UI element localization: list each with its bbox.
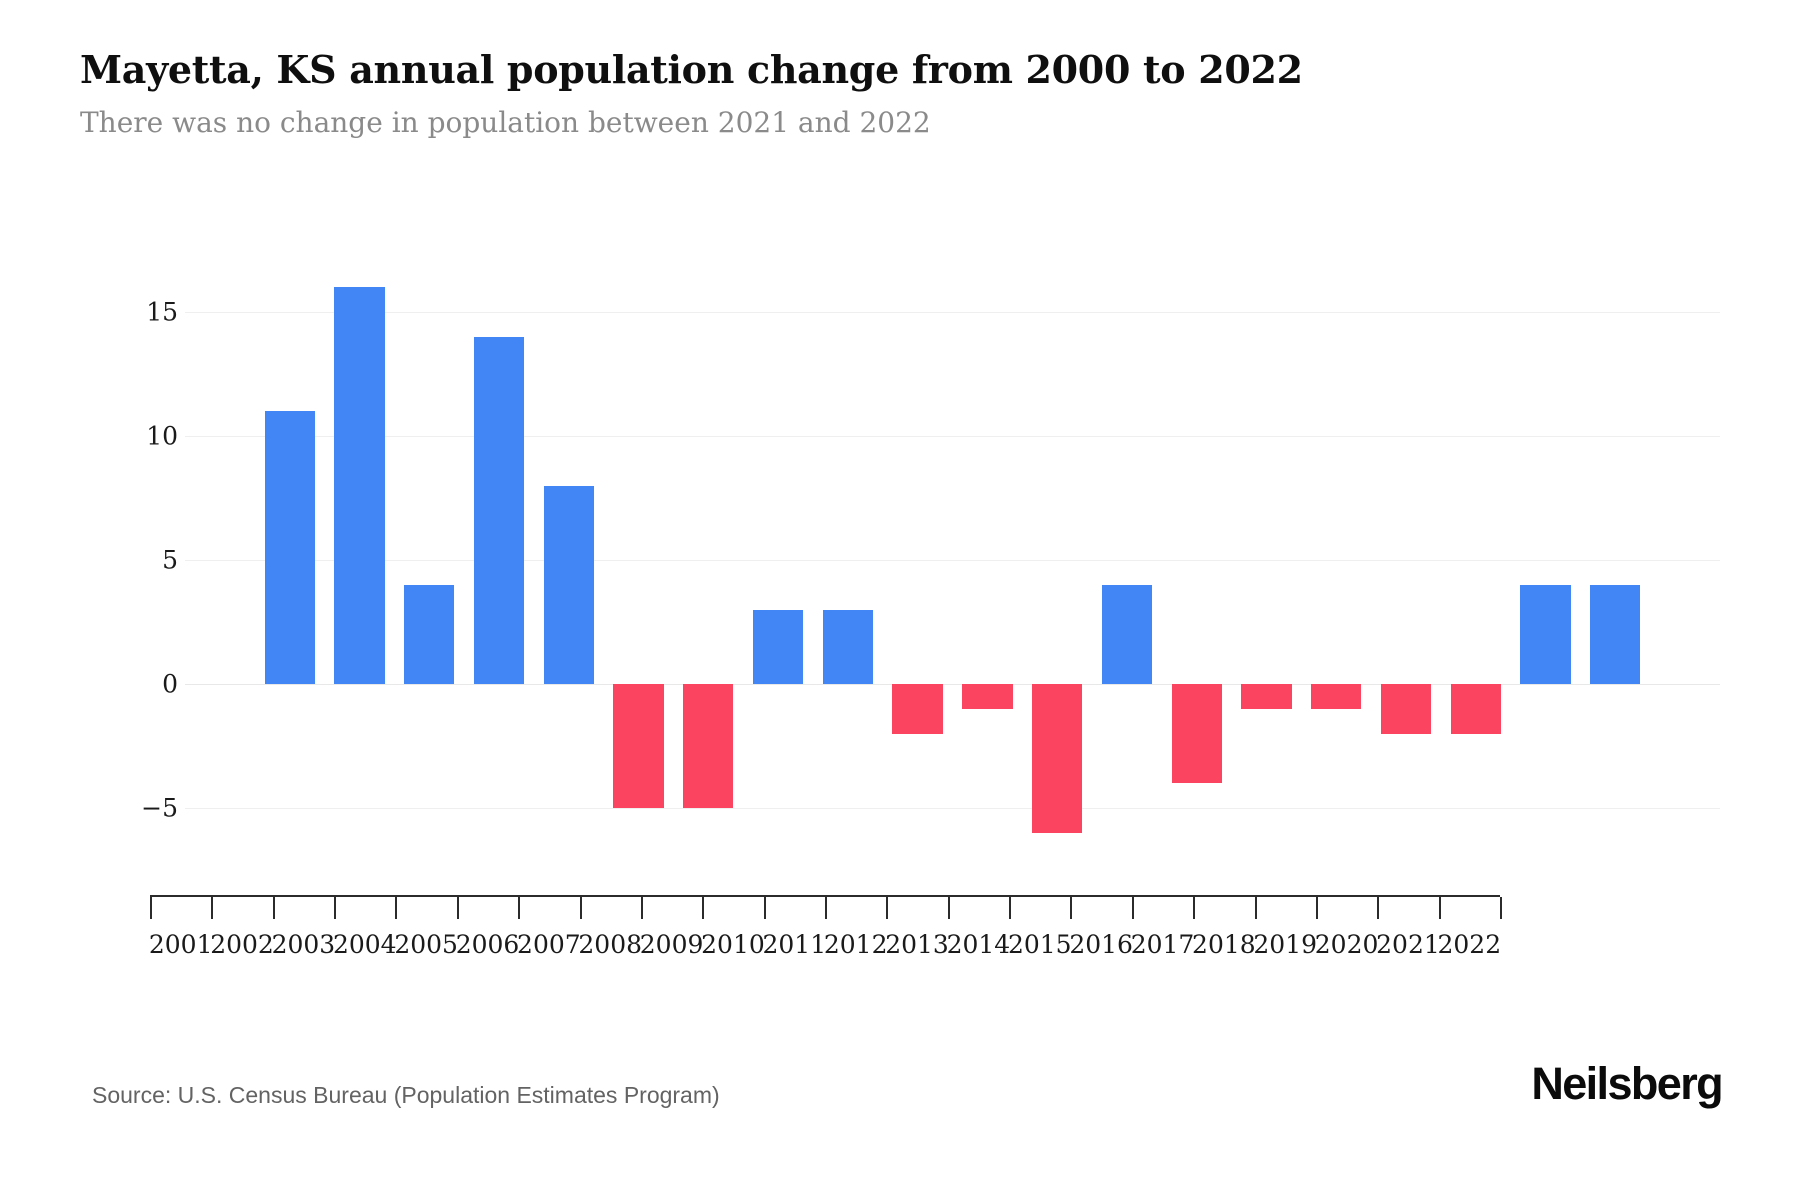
x-axis-tick <box>1009 897 1012 919</box>
x-axis-tick <box>1193 897 1196 919</box>
y-tick-label: 5 <box>162 545 178 575</box>
bar-2011[interactable] <box>892 684 943 734</box>
gridline <box>185 436 1720 437</box>
x-tick-label-2014: 2014 <box>946 930 1011 959</box>
x-axis-tick <box>825 897 827 919</box>
x-axis-tick <box>272 897 275 919</box>
gridline <box>185 312 1720 313</box>
y-tick-label: 15 <box>146 297 178 327</box>
x-tick-label-2010: 2010 <box>701 930 765 959</box>
bar-2014[interactable] <box>1101 584 1153 684</box>
bar-series <box>185 250 1720 870</box>
bar-2008[interactable] <box>683 684 734 808</box>
bar-2016[interactable] <box>1241 684 1292 709</box>
x-axis <box>150 895 1502 919</box>
x-tick-label-2005: 2005 <box>394 930 458 959</box>
y-tick-label: 0 <box>162 669 178 699</box>
x-axis-tick <box>579 897 582 919</box>
x-tick-label-2015: 2015 <box>1007 930 1072 959</box>
x-tick-label-2017: 2017 <box>1130 930 1195 959</box>
bar-2021[interactable] <box>1590 584 1641 684</box>
x-tick-label-2008: 2008 <box>578 930 643 959</box>
x-tick-label-2016: 2016 <box>1069 930 1133 959</box>
bar-2015[interactable] <box>1171 684 1222 784</box>
x-axis-tick <box>886 897 889 919</box>
chart-subtitle: There was no change in population betwee… <box>80 105 931 139</box>
y-tick-label: 10 <box>146 421 178 451</box>
chart-header: Mayetta, KS annual population change fro… <box>80 48 1720 139</box>
x-axis-tick <box>1500 897 1502 919</box>
gridlines <box>185 250 1720 870</box>
x-axis-tick <box>1315 897 1318 919</box>
gridline <box>185 560 1720 561</box>
x-tick-label-2012: 2012 <box>823 930 888 959</box>
bar-2004[interactable] <box>404 584 455 684</box>
x-axis-tick <box>456 897 459 919</box>
y-tick-label: −5 <box>141 793 178 823</box>
x-axis-tick <box>947 897 950 919</box>
bar-2010[interactable] <box>822 609 873 684</box>
bar-2009[interactable] <box>752 609 804 684</box>
x-axis-tick <box>395 897 398 919</box>
x-tick-label-2020: 2020 <box>1314 930 1379 959</box>
bar-2017[interactable] <box>1311 684 1362 709</box>
bar-2018[interactable] <box>1380 684 1432 734</box>
x-tick-label-2002: 2002 <box>210 930 274 959</box>
x-axis-tick <box>1377 897 1380 919</box>
x-tick-label-2006: 2006 <box>455 930 520 959</box>
gridline <box>185 808 1720 809</box>
bar-2006[interactable] <box>543 485 594 684</box>
bar-2005[interactable] <box>473 336 525 684</box>
x-tick-label-2009: 2009 <box>639 930 704 959</box>
bar-2020[interactable] <box>1520 584 1571 684</box>
plot-area: −5 0 5 10 15 2001 2002 2003 2004 2005 2006 2007 200… <box>0 250 1800 959</box>
x-axis-tick <box>763 897 766 919</box>
bar-2003[interactable] <box>334 287 385 684</box>
page-title: Mayetta, KS annual population change fro… <box>80 47 1303 92</box>
x-axis-tick <box>211 897 214 919</box>
x-tick-label-2011: 2011 <box>762 930 827 959</box>
x-axis-labels: 2001 2002 2003 2004 2005 2006 2007 2008 2009 2010… <box>0 930 1800 970</box>
x-tick-label-2022: 2022 <box>1437 930 1502 959</box>
x-tick-label-2013: 2013 <box>885 930 949 959</box>
brand-logo: Neilsberg <box>1531 1058 1723 1109</box>
bar-2019[interactable] <box>1450 684 1501 734</box>
source-note: Source: U.S. Census Bureau (Population E… <box>92 1082 720 1108</box>
x-tick-label-2001: 2001 <box>148 930 213 959</box>
gridline <box>185 684 1720 685</box>
bar-2013[interactable] <box>1032 684 1083 833</box>
x-tick-label-2021: 2021 <box>1376 930 1440 959</box>
x-axis-tick <box>1438 897 1441 919</box>
x-axis-tick <box>1070 897 1073 919</box>
x-tick-label-2003: 2003 <box>271 930 336 959</box>
x-axis-line <box>150 895 1500 897</box>
x-tick-label-2019: 2019 <box>1253 930 1318 959</box>
bar-2002[interactable] <box>264 411 315 684</box>
x-tick-label-2018: 2018 <box>1192 930 1256 959</box>
x-axis-tick <box>702 897 705 919</box>
x-axis-tick <box>1131 897 1134 919</box>
x-tick-label-2004: 2004 <box>332 930 397 959</box>
y-axis: −5 0 5 10 15 <box>110 250 178 870</box>
x-tick-label-2007: 2007 <box>517 930 581 959</box>
x-axis-tick <box>640 897 643 919</box>
x-axis-tick <box>518 897 521 919</box>
x-axis-tick <box>1254 897 1257 919</box>
bar-2012[interactable] <box>962 684 1013 709</box>
x-axis-tick <box>150 897 152 919</box>
bar-2007[interactable] <box>613 684 664 808</box>
x-axis-tick <box>334 897 337 919</box>
